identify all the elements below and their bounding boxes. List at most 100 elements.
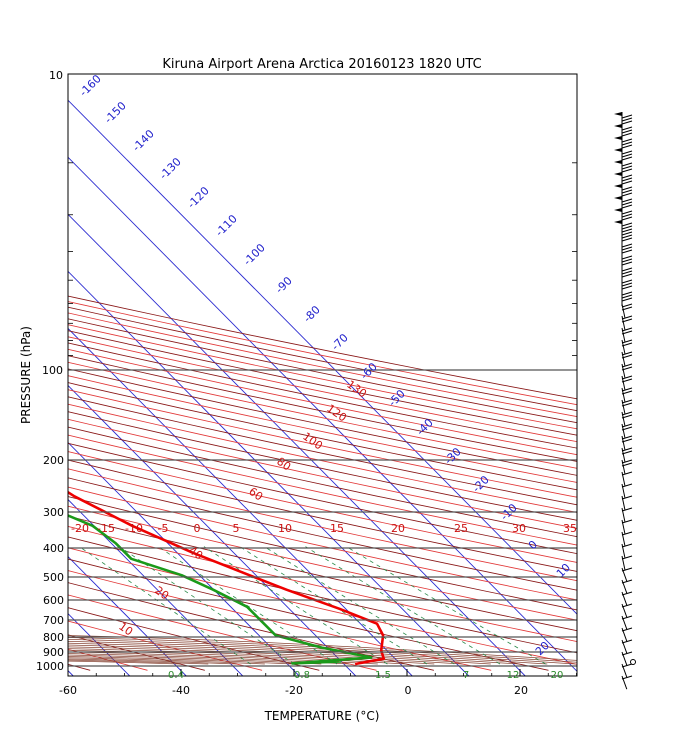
dry-adiabat-line (68, 515, 577, 632)
row-label: 25 (454, 522, 468, 535)
wind-barb (621, 243, 633, 258)
isotherm-line (68, 156, 577, 672)
dry-adiabat-line (68, 355, 577, 462)
barb-feather (621, 423, 633, 428)
wind-barb (621, 627, 633, 642)
barb-feather (621, 138, 633, 143)
y-tick-1000: 1000 (36, 660, 64, 673)
moist-adiabat-line (68, 654, 322, 665)
wind-barb (621, 471, 633, 486)
mixing-ratio-line (239, 546, 428, 665)
barb-feather (621, 387, 633, 392)
wind-barb (621, 447, 633, 462)
barb-feather (621, 165, 633, 170)
wind-barb (621, 675, 633, 690)
dry-adiabat-line (68, 442, 577, 555)
dry-adiabat-line (68, 295, 577, 400)
barb-feather (621, 285, 633, 290)
dry-adiabat-line (68, 451, 577, 563)
barb-feather (621, 126, 633, 131)
barb-feather (621, 270, 633, 275)
barb-feather (621, 267, 633, 272)
isotherm-label: -40 (414, 416, 436, 438)
barb-feather (621, 279, 633, 284)
wind-barb (621, 339, 633, 354)
barb-feather (621, 231, 633, 236)
isobar-lines (68, 369, 577, 667)
dry-adiabat-line (68, 468, 577, 582)
isotherm-label: -50 (386, 387, 408, 409)
barb-feather (621, 180, 633, 185)
barb-staff (621, 363, 626, 378)
barb-staff (621, 507, 626, 522)
barb-feather (621, 261, 633, 266)
dry-adiabat-line (68, 368, 577, 476)
barb-feather (621, 174, 633, 179)
wind-barb (621, 459, 633, 474)
barb-feather (621, 402, 633, 407)
barb-pennant (614, 124, 622, 128)
barb-staff (621, 639, 628, 654)
wind-barb (621, 267, 633, 282)
moist-adiabat-line (68, 660, 181, 665)
wind-barb (621, 639, 633, 654)
barb-feather (621, 192, 633, 197)
barb-feather (621, 213, 633, 218)
x-tick-0: 0 (405, 684, 412, 697)
barb-feather (621, 450, 633, 455)
isotherm-label: -130 (157, 155, 184, 182)
dry-adiabat-line (68, 434, 577, 546)
barb-feather (621, 144, 633, 149)
barb-feather (621, 447, 633, 452)
x-tick-neg40: -40 (172, 684, 190, 697)
barb-feather (621, 156, 633, 161)
barb-pennant (614, 196, 622, 200)
barb-staff (621, 411, 626, 426)
y-axis-label: PRESSURE (hPa) (19, 326, 33, 424)
barb-feather (621, 249, 633, 254)
barb-feather (621, 363, 633, 368)
isotherm-label: -150 (102, 99, 129, 126)
barb-feather (621, 294, 633, 299)
y-tick-300: 300 (43, 506, 64, 519)
barb-feather (621, 216, 633, 221)
wind-barb (614, 160, 633, 174)
barb-feather (621, 330, 633, 335)
mixing-ratio-label: 7 (463, 670, 469, 681)
barb-feather (621, 390, 633, 395)
isotherm-label: -110 (213, 212, 240, 239)
dry-adiabat-line (68, 418, 577, 529)
barb-staff (621, 567, 628, 582)
row-label: 0 (194, 522, 201, 535)
theta-e-row-labels: -20 -15 -10 -5 0 5 10 15 20 25 30 35 (71, 522, 577, 535)
row-label: -15 (97, 522, 115, 535)
wind-barb (621, 543, 633, 558)
dry-adiabat-line (68, 558, 549, 671)
barb-staff (621, 303, 626, 318)
temperature-trace (68, 490, 386, 666)
barb-pennant (614, 136, 622, 140)
barb-feather (621, 204, 633, 209)
barb-feather (621, 591, 633, 596)
y-tick-400: 400 (43, 542, 64, 555)
barb-feather (621, 132, 633, 137)
isotherm-line (68, 270, 470, 676)
barb-feather (621, 255, 633, 260)
adiabat-label: 80 (274, 455, 293, 474)
barb-feather (621, 315, 633, 320)
barb-feather (621, 411, 633, 416)
barb-feather (621, 258, 633, 263)
wind-barb (614, 184, 633, 198)
wind-barb (621, 579, 633, 594)
barb-feather (621, 555, 633, 560)
row-label: -20 (71, 522, 89, 535)
barb-feather (621, 243, 633, 248)
barb-pennant (614, 220, 622, 224)
dry-adiabat-line (68, 330, 577, 436)
wind-barb (621, 255, 633, 270)
dry-adiabat-line (68, 342, 577, 449)
barb-feather (621, 303, 633, 308)
barb-feather (621, 567, 633, 572)
barb-staff (621, 579, 628, 594)
wind-barb (614, 124, 633, 138)
